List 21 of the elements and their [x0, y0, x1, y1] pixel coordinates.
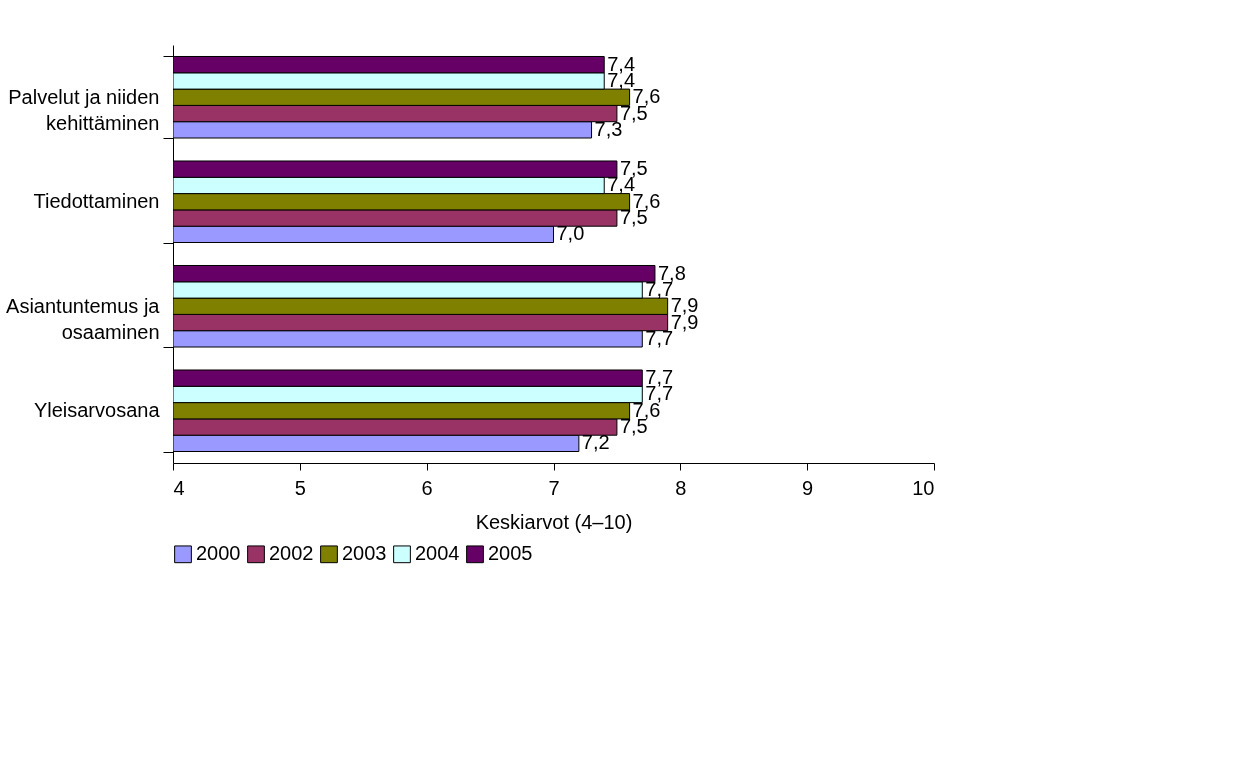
legend-label: 2004 — [415, 542, 460, 565]
data-label: 7,3 — [594, 117, 623, 140]
legend-label: 2005 — [488, 542, 533, 565]
y-tick-label: Yleisarvosana — [33, 399, 161, 422]
legend-label: 2003 — [342, 542, 387, 565]
x-tick-label: 4 — [173, 476, 185, 499]
y-tick-label: Palvelut ja niiden kehittäminen — [8, 85, 160, 134]
data-label: 7,2 — [581, 431, 610, 454]
legend-label: 2002 — [269, 542, 314, 565]
data-label: 7,0 — [556, 222, 585, 245]
x-tick-label: 10 — [912, 476, 935, 499]
y-tick-label: Tiedottaminen — [33, 190, 160, 213]
data-label: 7,7 — [645, 326, 674, 349]
x-tick-label: 5 — [294, 476, 306, 499]
x-tick-label: 7 — [548, 476, 560, 499]
x-tick-label: 8 — [675, 476, 687, 499]
x-tick-label: 9 — [802, 476, 814, 499]
x-axis-title: Keskiarvot (4–10) — [475, 510, 633, 533]
y-tick-label: Asiantuntemus ja osaaminen — [6, 294, 161, 343]
legend-label: 2000 — [196, 542, 241, 565]
x-tick-label: 6 — [421, 476, 433, 499]
